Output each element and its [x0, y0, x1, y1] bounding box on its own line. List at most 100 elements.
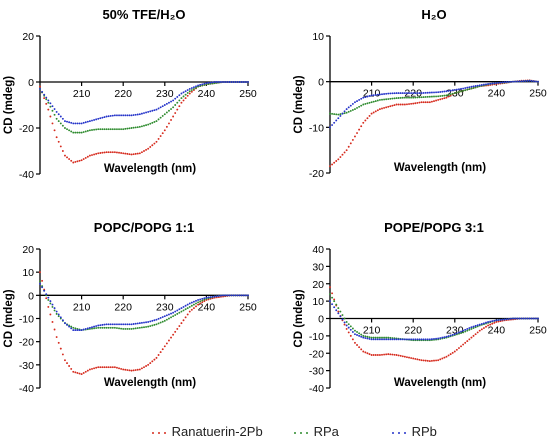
- panel-3-ranatuerin-point: [41, 279, 44, 282]
- panel-3-rpb-point: [93, 325, 96, 328]
- panel-3-rpb-point: [51, 303, 54, 306]
- panel-4-rpb-point: [441, 336, 444, 339]
- panel-4-ranatuerin-point: [453, 350, 456, 353]
- panel-3-rpa-point: [172, 315, 175, 318]
- panel-3-ranatuerin-point: [49, 313, 52, 316]
- panel-2-ranatuerin-point: [333, 161, 336, 164]
- panel-1-rpb-point: [59, 115, 62, 118]
- panel-2-rpb-point: [381, 93, 383, 96]
- panel-1-ranatuerin-point: [178, 105, 181, 108]
- panel-2-rpb-point: [370, 94, 373, 97]
- panel-3-ranatuerin-point: [116, 366, 118, 369]
- panel-1-ranatuerin-point: [55, 136, 58, 139]
- panel-4-rpa-point: [345, 321, 348, 323]
- panel-1-rpa-point: [195, 86, 197, 89]
- panel-2-ranatuerin-point: [354, 135, 356, 138]
- panel-4-rpb-point: [339, 315, 342, 318]
- panel-3-ranatuerin-point: [55, 336, 58, 338]
- panel-4-rpa-point: [378, 336, 381, 339]
- panel-2-rpb-point: [418, 92, 421, 95]
- panel-2-ranatuerin-point: [433, 100, 435, 103]
- panel-2-rpb-point: [414, 92, 417, 95]
- panel-3-ranatuerin-point: [168, 339, 170, 342]
- panel-4-rpa-point: [333, 300, 336, 303]
- panel-3-rpb-point: [76, 329, 79, 332]
- panel-1-ranatuerin-point: [136, 152, 139, 155]
- panel-3-ranatuerin-point: [68, 365, 71, 367]
- panel-2-rpb-point: [493, 82, 496, 85]
- panel-1-rpa-point: [120, 128, 123, 131]
- panel-4-rpb-point: [514, 317, 517, 320]
- panel-1-ranatuerin-point: [101, 151, 104, 154]
- panel-4-rpb-point: [497, 319, 500, 321]
- panel-4-ranatuerin-point: [391, 353, 394, 356]
- panel-4-rpb-point: [534, 317, 537, 320]
- panel-1-ranatuerin-point: [155, 140, 158, 143]
- panel-4-rpb-point: [343, 321, 346, 324]
- panel-2-rpb-point: [389, 92, 392, 95]
- panel-3-rpb-point: [91, 326, 93, 329]
- panel-2-rpb-point: [480, 84, 483, 86]
- panel-4-rpb-point: [362, 336, 365, 339]
- panel-1-x-axis-label: Wavelength (nm): [104, 163, 196, 175]
- panel-3-ranatuerin-point: [59, 347, 62, 350]
- panel-2-rpa-point: [378, 98, 381, 101]
- panel-4-rpb-point: [358, 334, 361, 337]
- panel-3-rpb-point: [230, 294, 233, 297]
- panel-3-rpa-point: [140, 326, 143, 329]
- panel-4-ranatuerin-point: [337, 310, 340, 313]
- panel-2-rpa-point: [460, 90, 462, 93]
- panel-3-rpb-point: [120, 323, 123, 326]
- panel-2-rpa-point: [451, 92, 454, 95]
- panel-2-ranatuerin-point: [349, 142, 352, 145]
- panel-1-ranatuerin-point: [153, 142, 156, 145]
- panel-2-x-axis-label: Wavelength (nm): [394, 162, 486, 174]
- panel-4-rpb-point: [505, 318, 508, 321]
- panel-3-rpb-point: [140, 321, 143, 324]
- panel-1-rpa-point: [116, 128, 118, 131]
- panel-3-rpb-point: [113, 323, 116, 326]
- panel-2-rpa-point: [455, 91, 458, 94]
- panel-1-rpa-point: [136, 126, 139, 129]
- panel-3-rpa-point: [184, 308, 187, 311]
- panel-3-rpb-point: [143, 321, 145, 324]
- panel-4-rpb-point: [507, 317, 510, 320]
- panel-3-title: POPC/POPG 1:1: [94, 220, 194, 235]
- panel-2-rpb-point: [470, 85, 473, 88]
- panel-4-rpa-point: [349, 325, 352, 328]
- panel-2-rpb-point: [424, 91, 427, 94]
- panel-1-rpa-point: [132, 126, 135, 129]
- panel-3-y-tick-label: 0: [28, 290, 34, 302]
- panel-4-ranatuerin-point: [333, 298, 336, 301]
- panel-1-ranatuerin-point: [163, 129, 166, 132]
- panel-4-ranatuerin-point: [329, 286, 331, 289]
- panel-1-rpb-point: [222, 81, 224, 83]
- panel-4-rpb-point: [416, 338, 419, 341]
- panel-3-rpb-point: [161, 316, 164, 318]
- panel-3-rpa-point: [39, 280, 41, 283]
- panel-4-ranatuerin-point: [433, 359, 435, 362]
- panel-4-ranatuerin-point: [451, 351, 454, 354]
- panel-2-ranatuerin-point: [412, 102, 415, 105]
- panel-1-ranatuerin-point: [103, 151, 106, 154]
- panel-1-ranatuerin-point: [170, 119, 172, 121]
- panel-4-rpb-point: [426, 338, 429, 341]
- panel-4-ranatuerin-point: [499, 320, 502, 323]
- panel-4-rpb-point: [516, 317, 519, 320]
- panel-2-rpa-point: [339, 113, 342, 116]
- panel-2-rpb-point: [530, 80, 533, 82]
- panel-1-rpb-point: [186, 89, 189, 92]
- panel-1-rpa-point: [95, 128, 98, 131]
- panel-1-ranatuerin-point: [116, 151, 118, 154]
- panel-2-rpa-point: [389, 97, 392, 100]
- panel-1-ranatuerin-point: [172, 115, 175, 118]
- panel-1-rpb-point: [143, 112, 145, 115]
- panel-3-rpb-point: [197, 299, 200, 301]
- panel-3-rpb-point: [192, 300, 195, 303]
- panel-4-y-tick-label: 40: [312, 244, 324, 256]
- panel-4-y-tick-label: -40: [309, 383, 324, 395]
- panel-4-rpa-point: [337, 307, 340, 310]
- panel-1-ranatuerin-point: [107, 151, 110, 154]
- panel-2-x-tick-label: 240: [488, 88, 506, 100]
- panel-4-rpb-point: [491, 320, 494, 323]
